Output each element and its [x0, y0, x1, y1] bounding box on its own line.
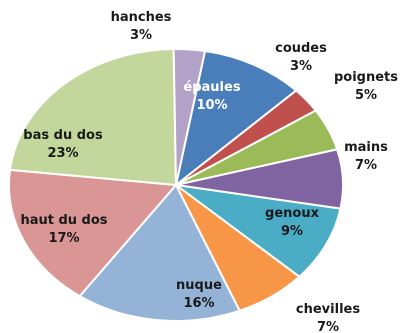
slice-label-name: nuque [176, 278, 222, 293]
slice-label-name: hanches [111, 10, 172, 25]
slice-label-name: poignets [334, 70, 398, 85]
slice-label-name: coudes [275, 41, 327, 56]
slice-label-value: 7% [355, 158, 377, 173]
slice-label-name: mains [344, 140, 388, 155]
slice-label-name: bas du dos [23, 128, 103, 143]
pie-slice-hanches [172, 48, 207, 186]
slice-label-value: 9% [281, 224, 303, 239]
slice-label-name: haut du dos [20, 213, 107, 228]
slice-label-name: épaules [183, 80, 240, 95]
slice-label-value: 16% [183, 296, 214, 311]
slice-label-value: 7% [317, 320, 339, 333]
slice-label-value: 3% [290, 59, 312, 74]
slice-label-name: genoux [265, 206, 320, 221]
slice-label-name: chevilles [296, 302, 360, 317]
pie-slices [8, 48, 344, 322]
pie-slice-bas-du-dos [8, 48, 178, 187]
slice-label-value: 17% [48, 231, 79, 246]
slice-label-value: 10% [196, 98, 227, 113]
slice-label-value: 23% [47, 146, 78, 161]
pie-labels: épaules 10% coudes 3% poignets 5% mains 7% genou… [20, 10, 398, 333]
pie-slice-genoux [175, 184, 342, 278]
slice-label-value: 3% [130, 28, 152, 43]
slice-label-value: 5% [355, 88, 377, 103]
pie-slice-épaules [174, 49, 298, 188]
pie-slice-haut-du-dos [8, 168, 179, 298]
pie-slice-nuque [78, 183, 242, 322]
